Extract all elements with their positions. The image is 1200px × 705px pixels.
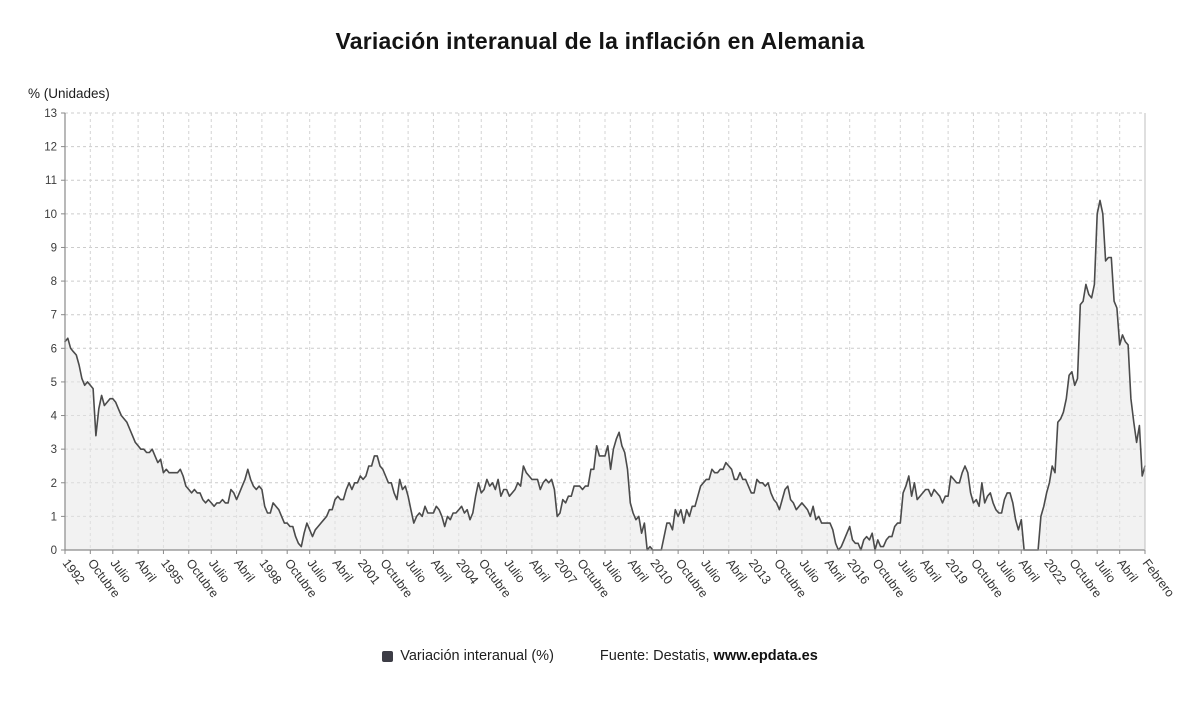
- y-axis-unit-label: % (Unidades): [28, 86, 110, 101]
- svg-text:Abril: Abril: [723, 556, 749, 584]
- svg-text:4: 4: [51, 411, 58, 423]
- svg-text:0: 0: [51, 545, 57, 557]
- svg-text:13: 13: [44, 108, 57, 120]
- svg-text:11: 11: [45, 175, 57, 187]
- svg-text:Febrero: Febrero: [1140, 556, 1178, 599]
- svg-text:1: 1: [51, 511, 57, 523]
- svg-text:2001: 2001: [355, 556, 383, 587]
- svg-text:2007: 2007: [552, 556, 580, 587]
- source-text: Fuente: Destatis, www.epdata.es: [600, 648, 818, 664]
- svg-text:7: 7: [51, 310, 57, 322]
- svg-text:9: 9: [51, 242, 57, 254]
- svg-text:2022: 2022: [1041, 556, 1069, 587]
- source-site-link[interactable]: www.epdata.es: [713, 648, 818, 664]
- svg-text:Abril: Abril: [231, 556, 257, 584]
- svg-text:2019: 2019: [943, 556, 971, 587]
- svg-text:Abril: Abril: [625, 556, 651, 584]
- svg-text:2: 2: [51, 478, 57, 490]
- svg-text:10: 10: [44, 209, 57, 221]
- svg-text:5: 5: [51, 377, 57, 389]
- svg-text:2004: 2004: [453, 556, 481, 587]
- svg-text:2010: 2010: [647, 556, 675, 587]
- svg-text:2016: 2016: [844, 556, 872, 587]
- svg-text:Abril: Abril: [526, 556, 552, 584]
- page-title: Variación interanual de la inflación en …: [335, 28, 865, 54]
- svg-text:2013: 2013: [746, 556, 774, 587]
- svg-text:Abril: Abril: [822, 556, 848, 584]
- legend-series-toggle[interactable]: Variación interanual (%): [382, 648, 554, 664]
- chart-legend: Variación interanual (%) Fuente: Destati…: [0, 648, 1200, 664]
- source-prefix: Fuente: Destatis,: [599, 648, 714, 664]
- svg-text:1995: 1995: [158, 556, 186, 587]
- svg-text:Abril: Abril: [1016, 556, 1042, 584]
- svg-text:1998: 1998: [256, 556, 284, 587]
- series-swatch-icon: [382, 650, 394, 662]
- svg-text:6: 6: [51, 343, 57, 355]
- svg-text:Abril: Abril: [330, 556, 356, 584]
- svg-text:Abril: Abril: [917, 556, 943, 584]
- svg-text:Abril: Abril: [1114, 556, 1140, 584]
- svg-text:12: 12: [44, 142, 57, 154]
- svg-text:3: 3: [51, 444, 57, 456]
- svg-text:1992: 1992: [60, 556, 88, 587]
- svg-text:Abril: Abril: [133, 556, 159, 584]
- series-label: Variación interanual (%): [400, 648, 554, 664]
- svg-text:8: 8: [51, 276, 57, 288]
- svg-text:Abril: Abril: [428, 556, 454, 584]
